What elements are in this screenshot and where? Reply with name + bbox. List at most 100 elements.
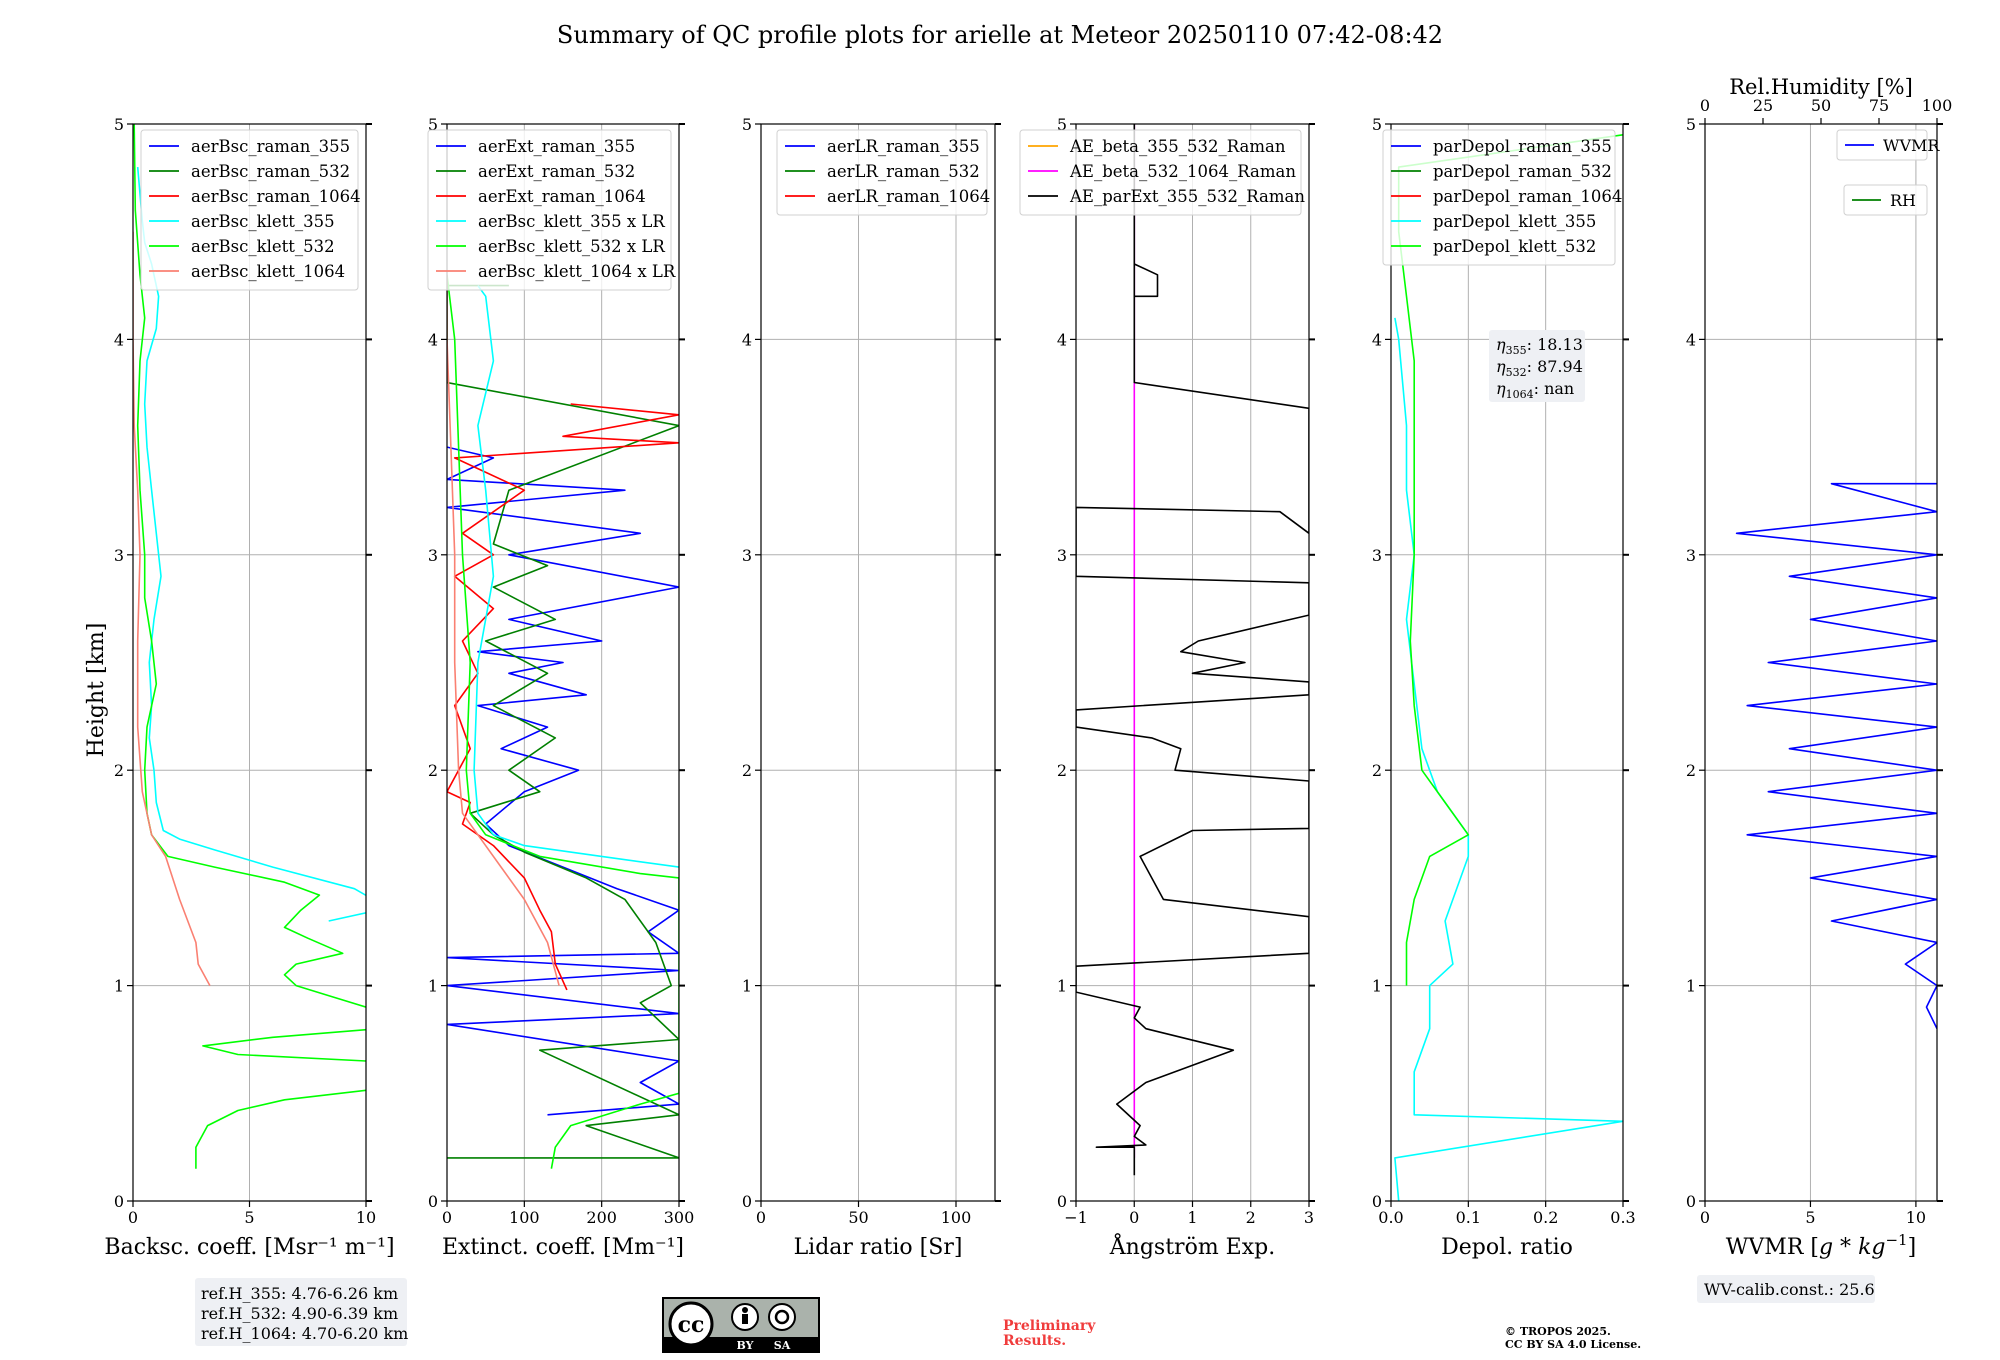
x-tick-label: 50 [848,1208,868,1227]
y-tick-label: 5 [428,115,438,134]
y-tick-label: 4 [1372,330,1382,349]
series-line-aerBsc_klett_532 [133,124,366,1169]
legend-label: aerExt_raman_355 [478,137,635,156]
y-tick-label: 4 [1686,330,1696,349]
y-tick-label: 3 [742,546,752,565]
preliminary-line-2: Results. [1003,1333,1066,1349]
ref-height-532: ref.H_532: 4.90-6.39 km [201,1304,398,1323]
y-tick-label: 1 [1372,977,1382,996]
top-tick-label: 75 [1869,96,1889,115]
legend-label: parDepol_raman_1064 [1433,187,1622,206]
x-tick-label: 0.3 [1610,1208,1635,1227]
x-tick-label: 10 [1906,1208,1926,1227]
y-tick-label: 0 [1686,1192,1696,1211]
legend-label: aerExt_raman_532 [478,162,635,181]
x-tick-label: 10 [356,1208,376,1227]
legend-label: aerBsc_raman_532 [191,162,350,181]
x-tick-label: 0 [128,1208,138,1227]
x-tick-label: 5 [1805,1208,1815,1227]
y-tick-label: 1 [742,977,752,996]
legend-label: aerBsc_klett_532 [191,237,335,256]
legend-label: parDepol_klett_532 [1433,237,1596,256]
x-tick-label: 5 [244,1208,254,1227]
y-tick-label: 1 [114,977,124,996]
y-tick-label: 5 [742,115,752,134]
axes-frame [760,123,996,1202]
y-tick-label: 2 [428,761,438,780]
y-tick-label: 0 [114,1192,124,1211]
legend-label: AE_beta_532_1064_Raman [1069,162,1296,181]
x-tick-label: 0.0 [1378,1208,1403,1227]
x-tick-label: 0.2 [1533,1208,1558,1227]
x-axis-label: Depol. ratio [1441,1235,1573,1260]
x-axis-label: Backsc. coeff. [Msr⁻¹ m⁻¹] [104,1235,394,1260]
by-label: BY [737,1339,754,1352]
ref-height-1064: ref.H_1064: 4.70-6.20 km [201,1324,408,1343]
y-tick-label: 4 [428,330,438,349]
eta-line: η532: 87.94 [1496,357,1583,379]
x-tick-label: 100 [941,1208,972,1227]
x-tick-label: 100 [509,1208,540,1227]
x-axis-label: Ångström Exp. [1109,1232,1275,1260]
top-tick-label: 50 [1811,96,1831,115]
wv-calib-text: WV-calib.const.: 25.6 [1704,1280,1875,1299]
y-tick-label: 2 [114,761,124,780]
legend: WVMR RH [1836,129,1940,216]
sa-label: SA [774,1339,791,1352]
series-line-aerBsc_klett_1064 x LR [447,274,560,986]
series-line-aerBsc_klett_1064 [133,231,211,986]
series-line-parDepol_klett_355 [1394,317,1623,1201]
cc-license-badge: cc BY SA [662,1297,820,1353]
panel-backscatter: 0 5 10 0 1 2 3 4 5 Backsc. coeff. [Msr⁻¹ m⁻¹] aerB… [104,115,394,1260]
panel-lidar-ratio: 0 50 100 0 1 2 3 4 5 Lidar ratio [Sr] aerLR_raman_… [742,115,1001,1260]
x-axis-label: Extinct. coeff. [Mm⁻¹] [442,1235,684,1260]
top-tick-label: 25 [1753,96,1773,115]
x-axis-label: WVMR [g * kg−1] [1726,1231,1916,1260]
legend-label: parDepol_raman_355 [1433,137,1612,156]
ref-height-355: ref.H_355: 4.76-6.26 km [201,1284,398,1303]
cc-label: cc [678,1312,705,1338]
x-tick-label: 0 [1129,1208,1139,1227]
legend-label: aerLR_raman_355 [827,137,980,156]
legend-label: parDepol_raman_532 [1433,162,1612,181]
axes-frame [1390,123,1624,1202]
y-tick-label: 2 [742,761,752,780]
axes-frame [446,123,680,1202]
legend: aerExt_raman_355 aerExt_raman_532 aerExt_r… [427,129,676,291]
x-axis-label: Lidar ratio [Sr] [794,1235,963,1260]
y-tick-label: 2 [1372,761,1382,780]
y-tick-label: 0 [742,1192,752,1211]
legend-label: aerLR_raman_1064 [827,187,990,206]
legend-label: aerBsc_klett_355 [191,212,335,231]
legend: aerLR_raman_355 aerLR_raman_532 aerLR_rama… [776,129,990,216]
legend-label: aerBsc_klett_355 x LR [478,212,665,231]
y-tick-label: 4 [742,330,752,349]
legend-label: AE_parExt_355_532_Raman [1069,187,1305,206]
legend: AE_beta_355_532_Raman AE_beta_532_1064_Ra… [1019,129,1305,216]
preliminary-line-1: Preliminary [1003,1318,1096,1334]
x-tick-label: 200 [586,1208,617,1227]
y-tick-label: 1 [1686,977,1696,996]
x-tick-label: 0.1 [1456,1208,1481,1227]
y-tick-label: 4 [114,330,124,349]
series-line-aerExt_raman_355 [447,446,679,1116]
legend-label: aerBsc_raman_1064 [191,187,361,206]
eta-box [1489,330,1585,402]
y-tick-label: 2 [1686,761,1696,780]
y-tick-label: 5 [114,115,124,134]
figure-title: Summary of QC profile plots for arielle … [557,21,1443,49]
series-line-aerBsc_klett_532 x LR [447,274,679,1169]
y-tick-label: 3 [1057,546,1067,565]
y-tick-label: 3 [1686,546,1696,565]
legend-label: aerExt_raman_1064 [478,187,646,206]
legend-label: aerBsc_klett_1064 [191,262,345,281]
y-tick-label: 2 [1057,761,1067,780]
series-line-AE_parExt_355_532_Raman [1076,124,1309,1176]
y-tick-label: 0 [1372,1192,1382,1211]
legend-label: parDepol_klett_355 [1433,212,1596,231]
legend-label: aerBsc_raman_355 [191,137,350,156]
x-tick-label: 0 [1700,1208,1710,1227]
y-tick-label: 0 [1057,1192,1067,1211]
